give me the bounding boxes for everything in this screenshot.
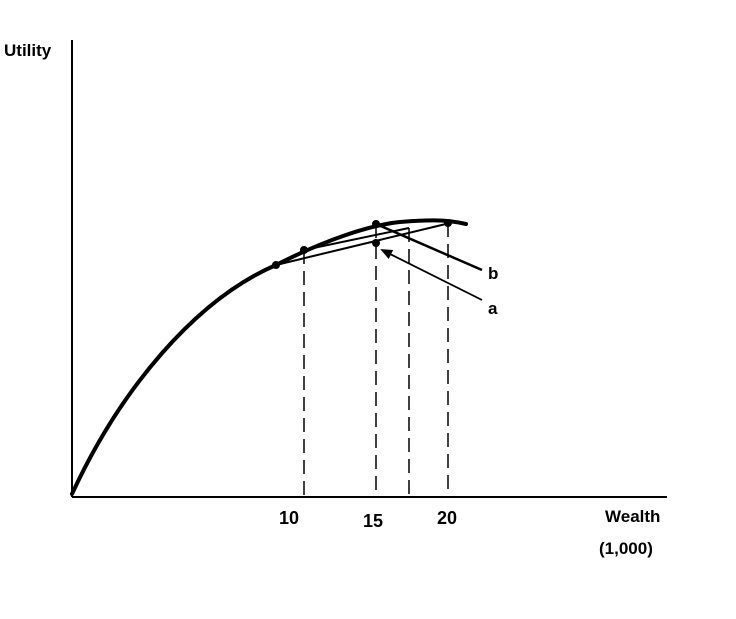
pointer-a (380, 249, 483, 301)
point-20 (444, 219, 452, 227)
annotation-b: b (488, 264, 498, 283)
point-15-chord (372, 239, 380, 247)
x-tick-label-15: 15 (363, 511, 383, 531)
x-axis-label-line2: (1,000) (599, 539, 653, 558)
pointer-b (375, 222, 483, 272)
utility-curve (70, 218, 468, 496)
x-tick-label-20: 20 (437, 508, 457, 528)
y-axis-label: Utility (4, 41, 52, 60)
x-tick-label-10: 10 (279, 508, 299, 528)
point-10 (300, 246, 308, 254)
annotation-a: a (488, 299, 498, 318)
chord-outer (275, 222, 451, 266)
x-axis-label-line1: Wealth (605, 507, 660, 526)
point-lower-left (272, 261, 280, 269)
